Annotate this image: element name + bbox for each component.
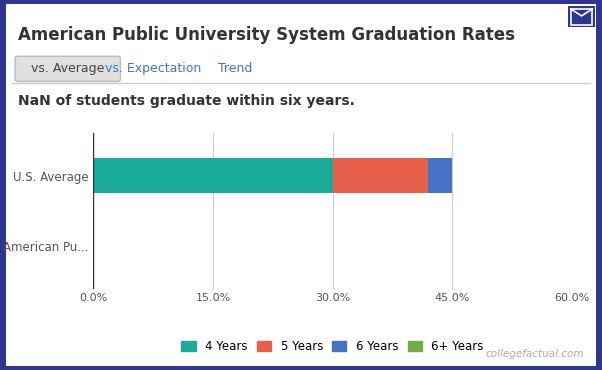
Text: Trend: Trend	[217, 62, 252, 75]
Text: American Public University System Graduation Rates: American Public University System Gradua…	[18, 26, 515, 44]
FancyBboxPatch shape	[568, 6, 595, 27]
Bar	[93, 158, 332, 193]
FancyBboxPatch shape	[571, 9, 592, 25]
Bar	[429, 158, 452, 193]
Text: NaN of students graduate within six years.: NaN of students graduate within six year…	[18, 94, 355, 108]
Text: collegefactual.com: collegefactual.com	[485, 349, 584, 359]
FancyBboxPatch shape	[6, 4, 596, 366]
Bar	[332, 158, 429, 193]
Text: vs. Average: vs. Average	[31, 62, 105, 75]
Legend: 4 Years, 5 Years, 6 Years, 6+ Years: 4 Years, 5 Years, 6 Years, 6+ Years	[179, 338, 486, 356]
FancyBboxPatch shape	[15, 56, 120, 81]
Text: vs. Expectation: vs. Expectation	[105, 62, 202, 75]
